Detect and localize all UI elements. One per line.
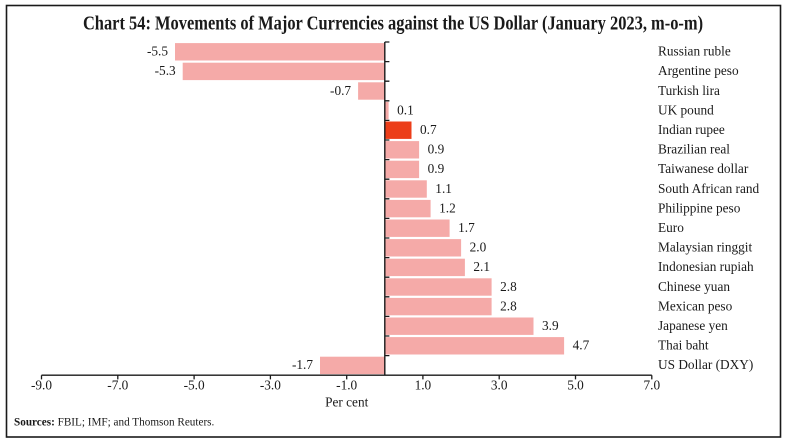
svg-text:Indonesian rupiah: Indonesian rupiah [658,259,754,274]
svg-text:-5.5: -5.5 [147,44,168,59]
svg-text:-1.0: -1.0 [336,378,357,393]
svg-text:1.0: 1.0 [415,378,432,393]
svg-text:3.0: 3.0 [491,378,508,393]
svg-text:Brazilian real: Brazilian real [658,142,730,157]
svg-text:UK pound: UK pound [658,102,714,117]
svg-text:Indian rupee: Indian rupee [658,122,725,137]
svg-text:1.7: 1.7 [458,220,475,235]
svg-text:0.9: 0.9 [428,142,445,157]
svg-text:2.1: 2.1 [473,259,490,274]
svg-text:Philippine peso: Philippine peso [658,200,741,215]
svg-text:-9.0: -9.0 [31,378,52,393]
svg-text:-1.7: -1.7 [292,357,313,372]
svg-text:Chart 54: Movements of Major C: Chart 54: Movements of Major Currencies … [83,12,703,35]
svg-text:Sources: FBIL; IMF; and Thomso: Sources: FBIL; IMF; and Thomson Reuters. [14,417,215,429]
svg-text:Mexican peso: Mexican peso [658,298,733,313]
svg-text:Turkish lira: Turkish lira [658,83,720,98]
svg-text:0.7: 0.7 [420,122,437,137]
svg-text:-7.0: -7.0 [107,378,128,393]
svg-text:2.0: 2.0 [470,240,487,255]
svg-text:Chinese yuan: Chinese yuan [658,279,730,294]
svg-text:Per cent: Per cent [325,395,369,410]
svg-text:Malaysian ringgit: Malaysian ringgit [658,240,752,255]
svg-text:Russian ruble: Russian ruble [658,44,731,59]
svg-text:-0.7: -0.7 [330,83,351,98]
svg-text:Thai baht: Thai baht [658,338,709,353]
svg-text:Taiwanese dollar: Taiwanese dollar [658,161,749,176]
svg-text:3.9: 3.9 [542,318,559,333]
svg-text:-3.0: -3.0 [260,378,281,393]
svg-text:Japanese yen: Japanese yen [658,318,728,333]
svg-text:4.7: 4.7 [573,338,590,353]
svg-text:0.9: 0.9 [428,161,445,176]
svg-text:US Dollar (DXY): US Dollar (DXY) [658,357,753,372]
svg-text:5.0: 5.0 [567,378,584,393]
svg-text:2.8: 2.8 [500,279,517,294]
svg-text:0.1: 0.1 [397,102,414,117]
svg-text:Euro: Euro [658,220,684,235]
svg-text:South African rand: South African rand [658,181,760,196]
svg-text:2.8: 2.8 [500,298,517,313]
svg-text:-5.0: -5.0 [184,378,205,393]
svg-text:7.0: 7.0 [643,378,660,393]
svg-text:1.2: 1.2 [439,200,456,215]
svg-text:1.1: 1.1 [435,181,452,196]
svg-text:Argentine peso: Argentine peso [658,63,739,78]
svg-text:-5.3: -5.3 [155,63,176,78]
